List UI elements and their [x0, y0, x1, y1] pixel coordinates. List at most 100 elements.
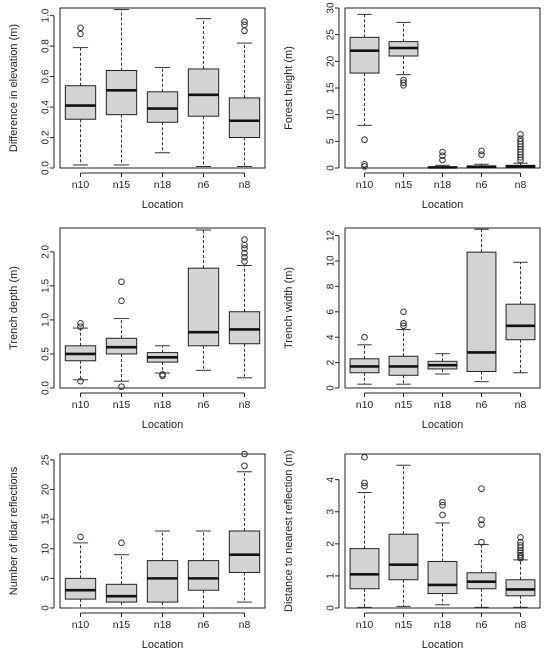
outlier-point: [361, 482, 368, 490]
x-tick-label: n15: [113, 179, 131, 191]
x-tick-label: n18: [154, 619, 172, 631]
outlier-point: [241, 18, 248, 26]
outlier-point: [400, 319, 407, 327]
panel-elevation-difference: 0.0 0.2 0.4 0.6 0.8 1.0 n10 n15 n18 n6 n8 Location D…: [8, 7, 266, 211]
panel-nearest-reflection: 0 1 2 3 4 n10 n15 n18 n6 n8 Location Distance to ne…: [283, 450, 541, 651]
outlier-point: [439, 148, 446, 156]
outlier-point: [478, 516, 485, 524]
y-tick-label: 0: [326, 605, 337, 611]
x-tick-label: n8: [515, 399, 527, 411]
x-tick-label: n8: [515, 619, 527, 631]
y-tick-label: 0: [41, 605, 52, 611]
iqr-box: [228, 311, 261, 345]
iqr-box: [146, 560, 179, 603]
outlier-point: [361, 333, 368, 341]
x-tick-label: n8: [239, 619, 251, 631]
x-tick-label: n18: [434, 619, 452, 631]
outlier-point: [400, 79, 407, 86]
outlier-point: [241, 253, 248, 261]
x-tick-label: n15: [113, 399, 131, 411]
outlier-point: [478, 147, 485, 155]
x-axis-title: Location: [422, 419, 464, 431]
panel-trench-depth: 0.0 0.5 1.0 1.5 2.0 n10 n15 n18 n6 n8 Location Tren…: [8, 227, 266, 431]
y-axis-title: Trench width (m): [283, 267, 295, 349]
panel-lidar-reflections: 0 5 10 15 20 25 n10 n15 n18 n6 n8 Location Number of…: [8, 450, 266, 651]
y-axis-title: Number of lidar reflections: [8, 466, 20, 595]
y-tick-label: 0.8: [41, 39, 52, 53]
y-tick-label: 15: [326, 82, 337, 94]
outlier-point: [439, 498, 446, 506]
y-tick-label: 10: [41, 543, 52, 555]
outlier-point: [241, 245, 248, 252]
outlier-point: [517, 551, 524, 559]
outlier-point: [118, 383, 125, 390]
y-tick-label: 10: [326, 109, 337, 121]
iqr-box: [228, 530, 261, 573]
outlier-point: [517, 534, 524, 541]
x-tick-label: n18: [434, 179, 452, 191]
y-tick-label: 0: [326, 165, 337, 171]
outlier-point: [439, 511, 446, 519]
x-axis-title: Location: [142, 639, 184, 651]
x-tick-label: n6: [198, 399, 210, 411]
x-tick-label: n6: [476, 179, 488, 191]
outlier-point: [77, 24, 84, 32]
plot-frame: [344, 227, 541, 389]
iqr-box: [105, 583, 138, 603]
panel-trench-width: 0 2 4 6 8 10 12 n10 n15 n18 n6 n8 Location Trench wid…: [283, 227, 541, 431]
y-tick-label: 1.5: [41, 278, 52, 292]
outlier-point: [241, 27, 248, 35]
y-tick-label: 0: [326, 385, 337, 391]
x-tick-label: n10: [72, 399, 90, 411]
outlier-point: [400, 308, 407, 316]
y-tick-label: 2: [326, 359, 337, 365]
outlier-point: [241, 236, 248, 243]
outlier-point: [118, 297, 125, 305]
y-tick-label: 2.0: [41, 244, 52, 258]
x-tick-label: n6: [198, 619, 210, 631]
outlier-point: [77, 377, 84, 385]
y-tick-label: 0.4: [41, 100, 52, 114]
outlier-point: [361, 136, 368, 144]
outlier-point: [77, 30, 84, 38]
panel-forest-height: 0 5 10 15 20 25 30 n10 n15 n18 n6 n8 Location Forest …: [283, 2, 541, 211]
outlier-point: [517, 138, 524, 145]
iqr-box: [388, 533, 419, 581]
outlier-point: [77, 320, 84, 327]
iqr-box: [64, 85, 97, 120]
iqr-box: [427, 560, 458, 595]
iqr-box: [187, 267, 220, 347]
outlier-point: [241, 450, 248, 458]
outlier-point: [241, 21, 248, 29]
y-tick-label: 0.2: [41, 130, 52, 144]
plot-frame: [344, 453, 541, 609]
outlier-point: [517, 542, 524, 549]
y-tick-label: 20: [41, 484, 52, 496]
outlier-point: [118, 278, 125, 286]
x-tick-label: n10: [356, 619, 374, 631]
y-tick-label: 0.0: [41, 161, 52, 175]
plot-frame: [59, 7, 266, 169]
outlier-point: [439, 152, 446, 160]
iqr-box: [505, 303, 536, 341]
outlier-point: [241, 462, 248, 470]
y-tick-label: 4: [326, 334, 337, 340]
x-tick-label: n10: [356, 179, 374, 191]
y-tick-label: 2: [326, 541, 337, 547]
y-tick-label: 8: [326, 283, 337, 289]
outlier-point: [241, 258, 248, 265]
outlier-point: [400, 322, 407, 330]
x-tick-label: n6: [476, 399, 488, 411]
y-axis-title: Difference in elevation (m): [8, 24, 20, 152]
outlier-point: [478, 485, 485, 492]
y-tick-label: 4: [326, 476, 337, 482]
outlier-point: [361, 160, 368, 168]
x-tick-label: n8: [239, 399, 251, 411]
iqr-box: [505, 579, 536, 597]
x-tick-label: n10: [356, 399, 374, 411]
x-tick-label: n15: [395, 619, 413, 631]
outlier-point: [517, 546, 524, 554]
x-tick-label: n15: [113, 619, 131, 631]
y-tick-label: 5: [41, 575, 52, 581]
